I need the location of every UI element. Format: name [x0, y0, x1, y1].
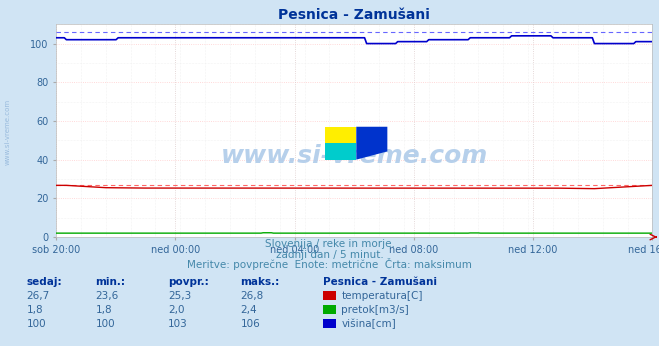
- Text: 100: 100: [96, 319, 115, 329]
- Text: 26,8: 26,8: [241, 291, 264, 301]
- Text: min.:: min.:: [96, 277, 126, 288]
- Title: Pesnica - Zamušani: Pesnica - Zamušani: [278, 8, 430, 22]
- Text: 2,0: 2,0: [168, 305, 185, 315]
- Text: 100: 100: [26, 319, 46, 329]
- Text: višina[cm]: višina[cm]: [341, 319, 396, 329]
- Text: 1,8: 1,8: [26, 305, 43, 315]
- Text: www.si-vreme.com: www.si-vreme.com: [221, 144, 488, 168]
- Text: povpr.:: povpr.:: [168, 277, 209, 288]
- Text: maks.:: maks.:: [241, 277, 280, 288]
- Text: zadnji dan / 5 minut.: zadnji dan / 5 minut.: [275, 250, 384, 260]
- Text: 26,7: 26,7: [26, 291, 49, 301]
- FancyBboxPatch shape: [326, 143, 357, 160]
- Text: www.si-vreme.com: www.si-vreme.com: [5, 98, 11, 165]
- FancyBboxPatch shape: [326, 127, 357, 143]
- Text: temperatura[C]: temperatura[C]: [341, 291, 423, 301]
- Text: sedaj:: sedaj:: [26, 277, 62, 288]
- Text: 103: 103: [168, 319, 188, 329]
- Text: Pesnica - Zamušani: Pesnica - Zamušani: [323, 277, 437, 288]
- Text: 23,6: 23,6: [96, 291, 119, 301]
- Text: 1,8: 1,8: [96, 305, 112, 315]
- Text: 25,3: 25,3: [168, 291, 191, 301]
- Text: 2,4: 2,4: [241, 305, 257, 315]
- Text: pretok[m3/s]: pretok[m3/s]: [341, 305, 409, 315]
- Polygon shape: [357, 127, 387, 160]
- Text: Slovenija / reke in morje.: Slovenija / reke in morje.: [264, 239, 395, 249]
- Text: Meritve: povprečne  Enote: metrične  Črta: maksimum: Meritve: povprečne Enote: metrične Črta:…: [187, 258, 472, 270]
- Text: 106: 106: [241, 319, 260, 329]
